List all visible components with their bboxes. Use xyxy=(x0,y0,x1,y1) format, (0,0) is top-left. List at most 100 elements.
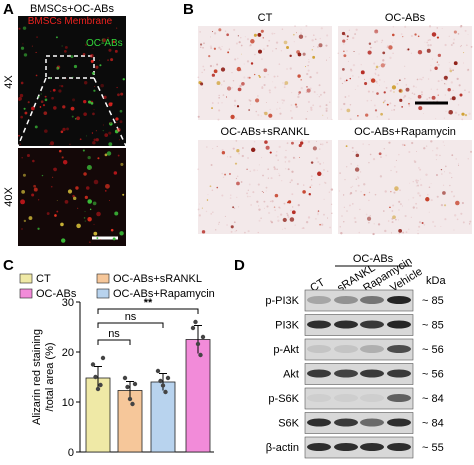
protein-label: p-S6K xyxy=(268,393,299,405)
stain-spot xyxy=(298,34,304,39)
stain-spot xyxy=(212,211,214,213)
stain-spot xyxy=(229,197,232,199)
stain-spot xyxy=(355,153,360,158)
stain-spot xyxy=(53,106,57,110)
stain-spot xyxy=(302,190,306,194)
stain-spot xyxy=(255,110,258,113)
stain-spot xyxy=(105,183,110,189)
stain-spot xyxy=(354,33,357,35)
stain-spot xyxy=(44,98,48,102)
band xyxy=(307,345,331,353)
stain-spot xyxy=(272,81,274,83)
stain-spot xyxy=(317,171,322,177)
stain-spot xyxy=(43,111,48,115)
stain-spot xyxy=(67,189,73,194)
protein-label: Akt xyxy=(283,369,299,381)
stain-spot xyxy=(286,201,289,204)
stain-spot xyxy=(453,229,455,231)
stain-spot xyxy=(249,170,251,172)
stain-spot xyxy=(399,203,402,206)
stain-spot xyxy=(460,212,463,215)
stain-spot xyxy=(225,96,228,98)
stain-spot xyxy=(266,205,269,208)
stain-spot xyxy=(405,84,408,86)
stain-spot xyxy=(388,118,390,121)
stain-spot xyxy=(442,191,446,195)
stain-spot xyxy=(235,42,238,45)
stain-spot xyxy=(96,211,101,217)
band xyxy=(307,369,331,378)
stain-spot xyxy=(198,214,201,217)
stain-spot xyxy=(281,180,283,182)
stain-spot xyxy=(92,47,94,50)
stain-spot xyxy=(343,80,346,83)
stain-spot xyxy=(264,140,268,144)
stain-spot xyxy=(428,96,431,99)
stain-spot xyxy=(209,64,213,68)
stain-spot xyxy=(108,200,110,201)
stain-spot xyxy=(417,180,419,182)
stain-spot xyxy=(61,45,63,47)
stain-spot xyxy=(256,200,259,203)
stain-spot xyxy=(261,157,263,159)
stain-spot xyxy=(70,55,74,59)
stain-spot xyxy=(236,175,239,178)
stain-spot xyxy=(428,25,432,28)
stain-spot xyxy=(269,151,272,154)
legend-label: OC-ABs+Rapamycin xyxy=(113,288,215,300)
stain-spot xyxy=(259,76,261,78)
stain-spot xyxy=(449,67,452,70)
stain-spot xyxy=(412,180,414,183)
stain-spot xyxy=(280,213,283,216)
stain-spot xyxy=(415,151,417,152)
stain-spot xyxy=(399,189,401,192)
stain-spot xyxy=(322,114,324,116)
stain-spot xyxy=(216,81,221,86)
stain-spot xyxy=(294,25,296,27)
stain-spot xyxy=(56,210,59,213)
data-point xyxy=(200,334,206,340)
stain-spot xyxy=(463,62,464,64)
stain-spot xyxy=(455,158,458,160)
stain-spot xyxy=(250,62,254,65)
stain-spot xyxy=(383,210,385,212)
stain-spot xyxy=(249,196,251,198)
data-point xyxy=(158,378,163,384)
stain-spot xyxy=(408,102,410,105)
stain-spot xyxy=(385,87,388,89)
stain-spot xyxy=(388,45,393,50)
stain-spot xyxy=(290,116,294,120)
stain-spot xyxy=(416,181,419,184)
stain-spot xyxy=(395,218,397,221)
stain-spot xyxy=(320,27,323,30)
stain-spot xyxy=(108,142,113,147)
stain-spot xyxy=(235,177,238,180)
stain-spot xyxy=(290,110,292,112)
stain-spot xyxy=(213,47,216,50)
stain-spot xyxy=(360,64,362,66)
stain-spot xyxy=(49,143,51,145)
stain-spot xyxy=(94,85,96,87)
stain-spot xyxy=(365,213,368,216)
stain-spot xyxy=(448,171,451,174)
stain-spot xyxy=(458,114,460,116)
stain-spot xyxy=(93,231,98,236)
stain-spot xyxy=(418,106,423,111)
stain-spot xyxy=(402,35,404,38)
stain-spot xyxy=(120,92,124,96)
stain-spot xyxy=(219,48,222,51)
legend-swatch xyxy=(19,288,33,299)
stain-spot xyxy=(307,100,310,104)
stain-spot xyxy=(460,25,463,27)
stain-spot xyxy=(278,63,281,65)
stain-spot xyxy=(445,83,447,85)
stain-spot xyxy=(317,160,320,164)
stain-spot xyxy=(344,96,347,98)
significance-bracket xyxy=(97,322,164,328)
stain-spot xyxy=(408,199,410,201)
stain-spot xyxy=(389,206,391,209)
stain-spot xyxy=(248,76,251,79)
stain-spot xyxy=(221,151,226,155)
stain-spot xyxy=(458,84,461,87)
stain-spot xyxy=(449,69,453,73)
